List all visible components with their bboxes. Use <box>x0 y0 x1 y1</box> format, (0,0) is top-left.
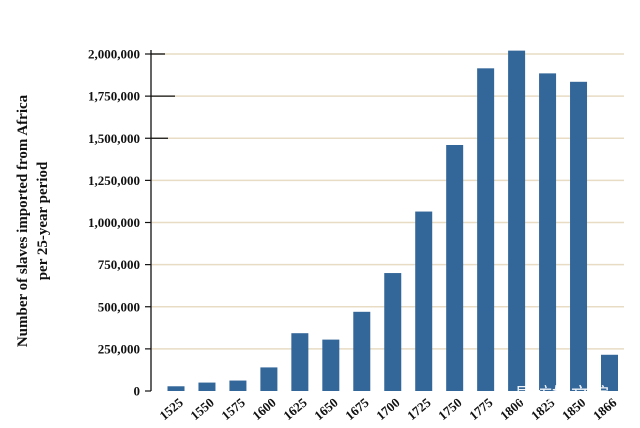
bar-1775 <box>477 68 495 391</box>
bar-1525 <box>167 386 185 391</box>
bar-1850 <box>570 81 588 392</box>
x-tick-label: 1775 <box>466 394 496 423</box>
y-tick-label: 750,000 <box>98 257 140 272</box>
y-tick-label: 0 <box>134 384 141 399</box>
x-tick-label: 1725 <box>404 394 434 423</box>
x-tick-label: 1750 <box>435 395 465 423</box>
bar-1750 <box>446 144 464 391</box>
y-axis-title-line-1: Number of slaves imported from Africa <box>15 94 31 347</box>
x-tick-label: 1675 <box>342 394 372 423</box>
x-tick-label: 1525 <box>156 394 186 423</box>
y-tick-label: 2,000,000 <box>88 47 140 62</box>
watermark-text: 易坊好文馆 <box>514 384 609 406</box>
y-axis-title-line-2: per 25-year period <box>35 161 51 280</box>
y-tick-label: 1,750,000 <box>88 89 140 104</box>
bar-1800 <box>508 50 526 391</box>
bar-1825 <box>539 73 557 391</box>
bar-1550 <box>198 382 216 391</box>
y-tick-label: 1,000,000 <box>88 215 140 230</box>
y-tick-label: 1,250,000 <box>88 173 140 188</box>
bar-1650 <box>322 339 340 391</box>
x-tick-label: 1650 <box>311 395 341 423</box>
x-tick-label: 1600 <box>249 395 279 423</box>
x-tick-label: 1550 <box>187 395 217 423</box>
y-tick-label: 250,000 <box>98 341 140 356</box>
x-tick-label: 1575 <box>218 394 248 423</box>
gridlines <box>151 53 624 350</box>
x-tick-label: 1625 <box>280 394 310 423</box>
bar-1675 <box>353 311 371 391</box>
bar-1575 <box>229 380 247 391</box>
bar-1600 <box>260 367 278 391</box>
bar-1700 <box>384 273 402 391</box>
y-tick-label: 1,500,000 <box>88 131 140 146</box>
y-axis: 0 250,000 500,000 750,000 1,000,000 1,250,000… <box>88 47 175 399</box>
bar-1625 <box>291 333 309 391</box>
bars <box>167 50 618 392</box>
bar-1866 <box>601 354 618 391</box>
y-tick-label: 500,000 <box>98 299 140 314</box>
bar-1725 <box>415 211 433 391</box>
x-tick-label: 1700 <box>373 395 403 423</box>
